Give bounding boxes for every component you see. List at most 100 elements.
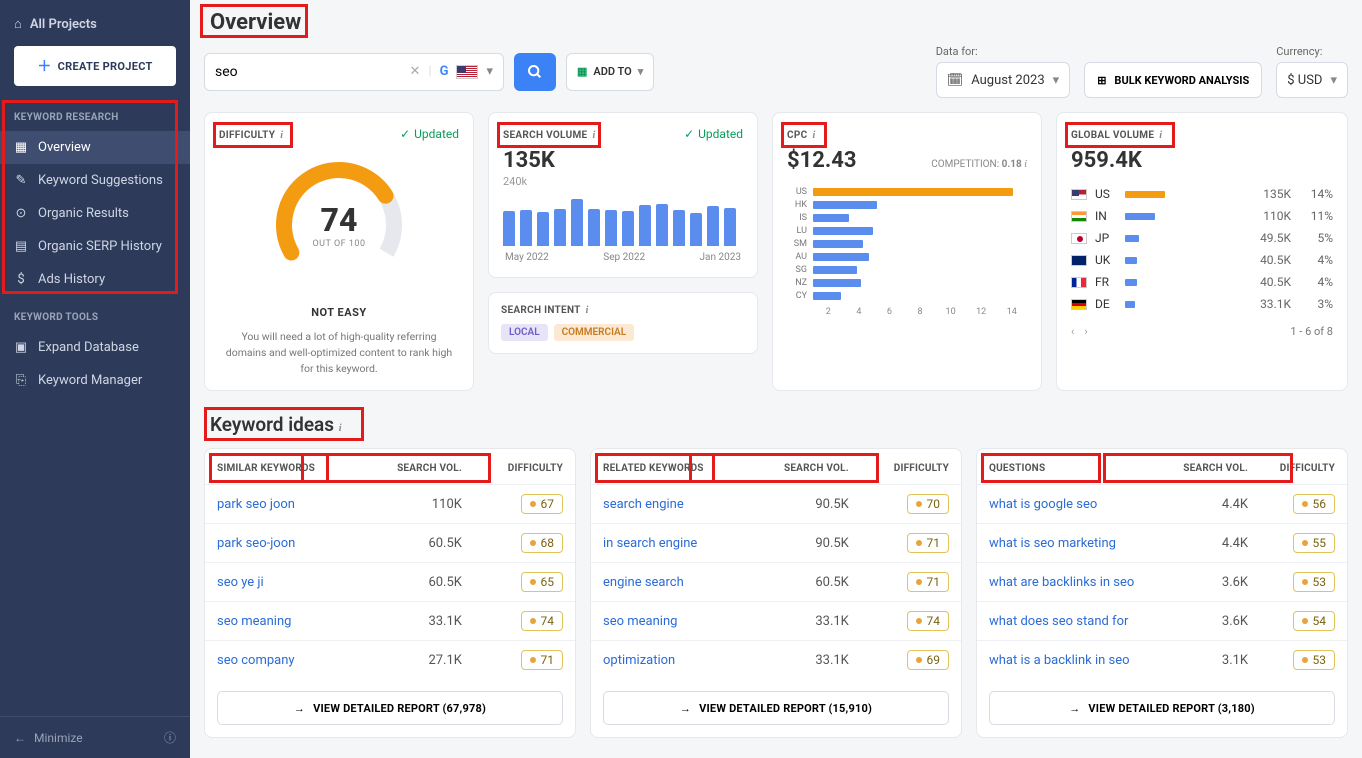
keyword-link[interactable]: seo meaning — [591, 602, 749, 641]
info-icon[interactable]: i — [592, 130, 595, 141]
bulk-analysis-button[interactable]: ⊞ BULK KEYWORD ANALYSIS — [1084, 62, 1262, 98]
keyword-link[interactable]: engine search — [591, 563, 749, 602]
cpc-row: AU — [787, 252, 1027, 262]
chevron-down-icon[interactable]: ▾ — [486, 64, 493, 79]
sidebar-item-overview[interactable]: ▦ Overview — [0, 131, 190, 164]
date-picker[interactable]: 🗓 August 2023 ▾ — [936, 62, 1071, 98]
currency-picker[interactable]: $ USD ▾ — [1276, 62, 1348, 98]
info-icon[interactable]: i — [586, 305, 589, 316]
view-report-button[interactable]: →VIEW DETAILED REPORT (67,978) — [217, 691, 563, 725]
sidebar-item-keyword-manager[interactable]: ⎘ Keyword Manager — [0, 364, 190, 397]
table-row: in search engine90.5K71 — [591, 524, 961, 563]
cpc-axis: 2468101214 — [813, 307, 1027, 317]
nav-icon: ▦ — [14, 141, 28, 155]
all-projects-label: All Projects — [30, 17, 97, 32]
sidebar-item-keyword-suggestions[interactable]: ✎Keyword Suggestions — [0, 164, 190, 197]
difficulty-cell: 71 — [474, 641, 575, 680]
clear-icon[interactable]: ✕ — [410, 64, 421, 79]
minimize-label: Minimize — [34, 731, 83, 745]
search-volume-column: SEARCH VOLUMEi ✓Updated 135K 240k May 20… — [488, 112, 758, 391]
keyword-link[interactable]: in search engine — [591, 524, 749, 563]
gv-pager-text: 1 - 6 of 8 — [1290, 325, 1333, 338]
difficulty-cell: 54 — [1260, 602, 1347, 641]
keyword-link[interactable]: seo meaning — [205, 602, 361, 641]
bar — [673, 210, 685, 246]
cpc-row: CY — [787, 291, 1027, 301]
volume-cell: 33.1K — [361, 602, 474, 641]
sidebar-item-organic-results[interactable]: ⊙ Organic Results — [0, 197, 190, 230]
sidebar-item-organic-serp-history[interactable]: ▤Organic SERP History — [0, 230, 190, 263]
minimize-button[interactable]: ← Minimize — [14, 731, 83, 745]
keyword-link[interactable]: what does seo stand for — [977, 602, 1163, 641]
view-report-button[interactable]: →VIEW DETAILED REPORT (3,180) — [989, 691, 1335, 725]
keyword-link[interactable]: seo company — [205, 641, 361, 680]
sidebar-item-expand-database[interactable]: ▣Expand Database — [0, 331, 190, 364]
search-volume-card: SEARCH VOLUMEi ✓Updated 135K 240k May 20… — [488, 112, 758, 278]
keyword-link[interactable]: park seo-joon — [205, 524, 361, 563]
sidebar-item-label: Organic Results — [38, 206, 129, 221]
info-icon[interactable]: i — [339, 423, 342, 434]
view-report-button[interactable]: →VIEW DETAILED REPORT (15,910) — [603, 691, 949, 725]
keyword-link[interactable]: search engine — [591, 485, 749, 524]
sidebar-item-label: Ads History — [38, 272, 105, 287]
date-value: August 2023 — [971, 73, 1044, 88]
flag-icon — [1071, 211, 1087, 222]
arrow-right-icon: → — [1069, 702, 1080, 715]
bar — [520, 210, 532, 246]
keyword-link[interactable]: what are backlinks in seo — [977, 563, 1163, 602]
all-projects-link[interactable]: ⌂ All Projects — [14, 10, 176, 46]
help-icon[interactable]: ⓘ — [164, 729, 176, 746]
bar — [656, 204, 668, 246]
si-title: SEARCH INTENT — [501, 305, 581, 316]
bar — [724, 208, 736, 246]
sidebar-item-label: Overview — [38, 140, 91, 155]
keyword-link[interactable]: optimization — [591, 641, 749, 680]
volume-cell: 4.4K — [1163, 485, 1260, 524]
nav-icon: ⊙ — [14, 207, 28, 221]
volume-cell: 60.5K — [361, 524, 474, 563]
intent-tag: LOCAL — [501, 324, 548, 341]
table-row: seo meaning33.1K74 — [591, 602, 961, 641]
prev-icon[interactable]: ‹ — [1071, 325, 1074, 338]
info-icon[interactable]: i — [1159, 130, 1162, 141]
sidebar-item-ads-history[interactable]: $Ads History — [0, 263, 190, 296]
check-icon: ✓ — [400, 127, 410, 141]
google-icon: G — [440, 64, 449, 79]
volume-cell: 33.1K — [749, 641, 861, 680]
nav-icon: ▤ — [14, 240, 28, 254]
info-icon[interactable]: i — [1024, 159, 1027, 170]
cpc-row: NZ — [787, 278, 1027, 288]
chevron-down-icon: ▾ — [1330, 73, 1337, 88]
difficulty-gauge: 74 OUT OF 100 — [264, 150, 414, 300]
keyword-link[interactable]: park seo joon — [205, 485, 361, 524]
cpc-card: CPCi $12.43 COMPETITION: 0.18 i USHKISLU… — [772, 112, 1042, 391]
create-project-button[interactable]: ＋ CREATE PROJECT — [14, 46, 176, 86]
currency-label: Currency: — [1276, 45, 1348, 58]
nav-icon: ⎘ — [14, 374, 28, 388]
create-project-label: CREATE PROJECT — [58, 60, 153, 73]
info-icon[interactable]: i — [812, 130, 815, 141]
volume-cell: 3.6K — [1163, 563, 1260, 602]
keyword-link[interactable]: what is seo marketing — [977, 524, 1163, 563]
next-icon[interactable]: › — [1084, 325, 1087, 338]
search-input[interactable] — [215, 64, 402, 80]
difficulty-cell: 71 — [861, 524, 961, 563]
sidebar-item-label: Keyword Manager — [38, 373, 142, 388]
keyword-link[interactable]: what is google seo — [977, 485, 1163, 524]
currency-value: $ USD — [1287, 73, 1322, 88]
bar — [622, 211, 634, 246]
home-icon: ⌂ — [14, 16, 22, 32]
add-to-button[interactable]: ▦ ADD TO ▾ — [566, 53, 654, 91]
volume-cell: 33.1K — [749, 602, 861, 641]
keyword-link[interactable]: what is a backlink in seo — [977, 641, 1163, 680]
keyword-link[interactable]: seo ye ji — [205, 563, 361, 602]
flag-icon — [1071, 299, 1087, 310]
cpc-row: LU — [787, 226, 1027, 236]
section-keyword-research: KEYWORD RESEARCH — [0, 96, 190, 131]
arrow-right-icon: → — [294, 702, 305, 715]
volume-cell: 90.5K — [749, 485, 861, 524]
table-row: what is google seo4.4K56 — [977, 485, 1347, 524]
table-row: seo meaning33.1K74 — [205, 602, 575, 641]
info-icon[interactable]: i — [280, 130, 283, 141]
search-button[interactable] — [514, 53, 556, 91]
